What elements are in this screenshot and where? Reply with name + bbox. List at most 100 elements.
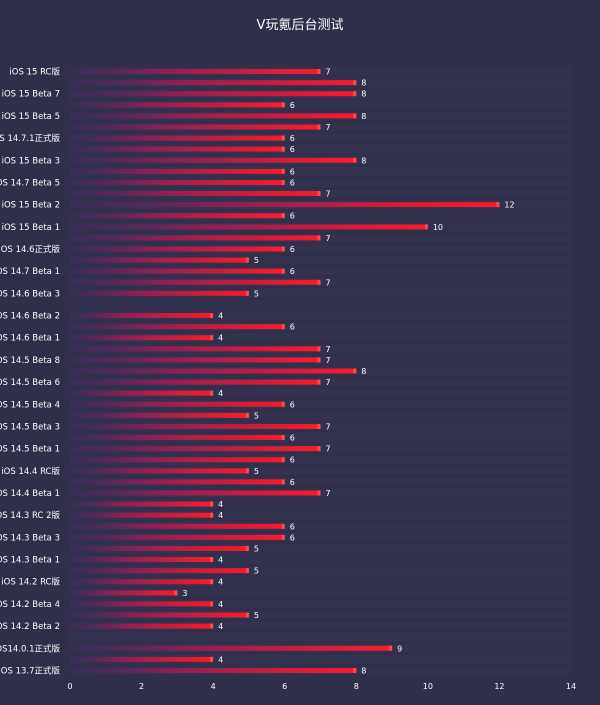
bar[interactable] <box>70 534 285 540</box>
bar[interactable] <box>70 357 321 363</box>
bar[interactable] <box>70 246 285 252</box>
bar[interactable] <box>70 379 321 385</box>
bar[interactable] <box>70 257 249 263</box>
bar[interactable] <box>70 168 285 174</box>
row-band <box>70 299 571 309</box>
bar[interactable] <box>70 512 214 518</box>
bar-end-cap <box>281 523 285 529</box>
bar-end-cap <box>245 412 249 418</box>
bar[interactable] <box>70 523 285 529</box>
bar[interactable] <box>70 157 357 163</box>
category-label: OS 14.2 Beta 4 <box>0 600 60 610</box>
bar-end-cap <box>496 202 500 208</box>
bar[interactable] <box>70 102 285 108</box>
bar-value-label: 4 <box>218 334 223 343</box>
bar-value-label: 7 <box>326 278 331 287</box>
x-tick-label: 0 <box>67 682 72 691</box>
bar-value-label: 4 <box>218 655 223 664</box>
x-tick-label: 4 <box>211 682 216 691</box>
bar[interactable] <box>70 490 321 496</box>
row-band <box>70 244 571 254</box>
bar-value-label: 3 <box>182 589 187 598</box>
bar-value-label: 6 <box>290 522 295 531</box>
bar[interactable] <box>70 290 249 296</box>
bar-end-cap <box>389 645 393 651</box>
category-label: iOS 15 Beta 2 <box>2 201 60 211</box>
bar[interactable] <box>70 268 285 274</box>
bar[interactable] <box>70 179 285 185</box>
bar[interactable] <box>70 69 321 75</box>
bar[interactable] <box>70 457 285 463</box>
category-label: iOS 15 Beta 5 <box>2 112 60 122</box>
row-band <box>70 632 571 642</box>
bar[interactable] <box>70 335 214 341</box>
bar[interactable] <box>70 224 428 230</box>
bar-end-cap <box>281 168 285 174</box>
bar-value-label: 7 <box>326 356 331 365</box>
bar[interactable] <box>70 479 285 485</box>
bar[interactable] <box>70 612 249 618</box>
bar-value-label: 5 <box>254 411 259 420</box>
bar[interactable] <box>70 213 285 219</box>
bar-end-cap <box>210 313 214 319</box>
bar-end-cap <box>317 357 321 363</box>
bar[interactable] <box>70 412 249 418</box>
bar[interactable] <box>70 113 357 119</box>
x-tick-label: 10 <box>423 682 433 691</box>
bar[interactable] <box>70 279 321 285</box>
bar[interactable] <box>70 501 214 507</box>
bar-end-cap <box>353 368 357 374</box>
bar[interactable] <box>70 446 321 452</box>
bar[interactable] <box>70 568 249 574</box>
bar[interactable] <box>70 423 321 429</box>
bar[interactable] <box>70 401 285 407</box>
row-band <box>70 510 571 520</box>
bar-end-cap <box>245 468 249 474</box>
bar-end-cap <box>317 124 321 130</box>
bar[interactable] <box>70 645 393 651</box>
bar[interactable] <box>70 202 500 208</box>
bar[interactable] <box>70 435 285 441</box>
row-band <box>70 255 571 265</box>
bar[interactable] <box>70 135 285 141</box>
bar[interactable] <box>70 557 214 563</box>
bar[interactable] <box>70 390 214 396</box>
bar[interactable] <box>70 368 357 374</box>
bar-end-cap <box>210 557 214 563</box>
bar-value-label: 7 <box>326 190 331 199</box>
bar-end-cap <box>353 667 357 673</box>
bar-value-label: 6 <box>290 533 295 542</box>
bar[interactable] <box>70 545 249 551</box>
bar-end-cap <box>210 335 214 341</box>
bar-value-label: 6 <box>290 134 295 143</box>
bar-end-cap <box>317 346 321 352</box>
bar-value-label: 12 <box>504 201 514 210</box>
category-label: iOS 14.3 Beta 1 <box>0 556 60 566</box>
category-label: OS 14.6 Beta 2 <box>0 312 60 322</box>
bar[interactable] <box>70 91 357 97</box>
bar[interactable] <box>70 235 321 241</box>
bar[interactable] <box>70 146 285 152</box>
bar[interactable] <box>70 324 285 330</box>
bar[interactable] <box>70 346 321 352</box>
bar[interactable] <box>70 313 214 319</box>
bar-value-label: 7 <box>326 445 331 454</box>
bar-value-label: 6 <box>290 178 295 187</box>
bar[interactable] <box>70 124 321 130</box>
bar-end-cap <box>317 69 321 75</box>
bar[interactable] <box>70 579 214 585</box>
bar[interactable] <box>70 191 321 197</box>
bar[interactable] <box>70 80 357 86</box>
bar-value-label: 4 <box>218 578 223 587</box>
bar[interactable] <box>70 590 178 596</box>
bar[interactable] <box>70 468 249 474</box>
x-tick-label: 8 <box>354 682 359 691</box>
bar-end-cap <box>174 590 178 596</box>
bar[interactable] <box>70 601 214 607</box>
bar[interactable] <box>70 623 214 629</box>
row-band <box>70 388 571 398</box>
bar[interactable] <box>70 656 214 662</box>
bar[interactable] <box>70 667 357 673</box>
chart-title: V玩氪后台测试 <box>256 18 344 33</box>
category-label: OS 14.5 Beta 4 <box>0 400 60 410</box>
